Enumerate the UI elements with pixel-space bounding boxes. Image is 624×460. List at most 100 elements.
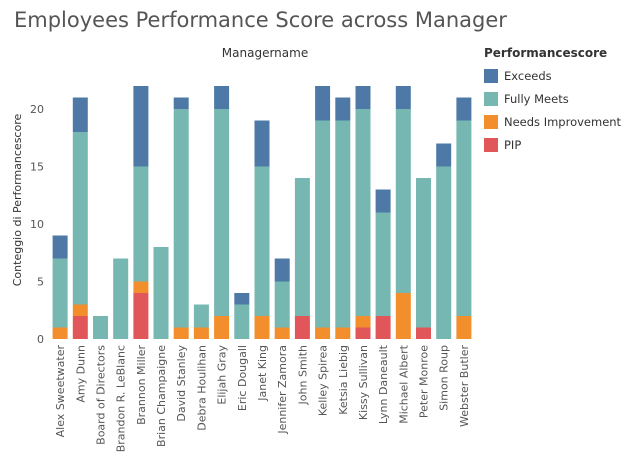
bar-segment[interactable] <box>416 178 431 328</box>
x-tick-label: Debra Houlihan <box>195 345 208 431</box>
x-tick-label: Kelley Spirea <box>317 345 330 416</box>
y-tick-label: 0 <box>37 333 44 346</box>
bars-group <box>52 86 472 340</box>
bar-segment[interactable] <box>456 120 472 317</box>
legend: Performancescore Exceeds Fully Meets Nee… <box>484 46 622 156</box>
column-header: Managername <box>221 46 309 60</box>
bar-segment[interactable] <box>254 166 270 317</box>
bar-segment[interactable] <box>173 109 189 328</box>
x-tick-label: Brian Champaigne <box>155 345 168 447</box>
x-tick-label: Elijah Gray <box>216 345 229 405</box>
legend-label-pip: PIP <box>504 137 522 152</box>
bar-segment[interactable] <box>416 327 431 340</box>
bar-segment[interactable] <box>234 304 250 340</box>
x-tick-label: Kissy Sullivan <box>357 345 370 420</box>
x-tick-label: Peter Monroe <box>418 345 431 418</box>
bar-segment[interactable] <box>335 120 351 328</box>
x-tick-label: Amy Dunn <box>74 345 87 403</box>
bar-segment[interactable] <box>133 86 149 167</box>
bar-segment[interactable] <box>335 327 351 340</box>
bar-segment[interactable] <box>173 327 189 340</box>
bar-segment[interactable] <box>173 97 189 110</box>
legend-label-needs-improvement: Needs Improvement <box>504 114 622 129</box>
bar-segment[interactable] <box>315 120 331 328</box>
y-tick-label: 10 <box>30 218 44 231</box>
bar-segment[interactable] <box>274 258 290 282</box>
bar-segment[interactable] <box>315 86 331 121</box>
bar-segment[interactable] <box>93 316 108 339</box>
bar-segment[interactable] <box>52 258 68 328</box>
bar-segment[interactable] <box>72 316 88 339</box>
x-tick-label: Brannon Miller <box>135 345 148 425</box>
bar-segment[interactable] <box>355 316 371 328</box>
legend-label-exceeds: Exceeds <box>504 68 552 83</box>
x-tick-label: Michael Albert <box>397 344 410 423</box>
bar-segment[interactable] <box>355 327 371 340</box>
bar-segment[interactable] <box>294 316 310 339</box>
x-tick-label: David Stanley <box>175 345 188 422</box>
bar-segment[interactable] <box>133 281 149 294</box>
bar-segment[interactable] <box>375 316 391 339</box>
y-tick-label: 15 <box>30 161 44 174</box>
bar-segment[interactable] <box>72 132 88 305</box>
x-axis-ticks: Alex Sweetwater Amy Dunn Board of Director… <box>54 344 471 452</box>
y-tick-label: 5 <box>37 276 44 289</box>
bar-segment[interactable] <box>214 86 230 109</box>
bar-segment[interactable] <box>214 109 230 316</box>
bar-segment[interactable] <box>254 120 270 167</box>
bar-segment[interactable] <box>153 247 169 339</box>
y-tick-label: 20 <box>30 103 44 116</box>
x-tick-label: Ketsia Liebig <box>337 345 350 415</box>
bar-segment[interactable] <box>375 212 391 317</box>
bar-segment[interactable] <box>395 86 411 109</box>
bar-segment[interactable] <box>335 97 351 121</box>
bar-segment[interactable] <box>72 304 88 317</box>
bar-segment[interactable] <box>52 235 68 259</box>
legend-swatch-pip <box>484 137 498 152</box>
legend-label-fully-meets: Fully Meets <box>504 91 569 106</box>
y-axis-ticks: 0 5 10 15 20 <box>30 103 44 346</box>
x-tick-label: Brandon R. LeBlanc <box>115 345 128 452</box>
legend-title: Performancescore <box>484 46 608 60</box>
bar-segment[interactable] <box>436 166 452 340</box>
bar-segment[interactable] <box>234 293 250 305</box>
legend-swatch-exceeds <box>484 68 498 83</box>
chart-title: Employees Performance Score across Manag… <box>14 8 507 32</box>
x-tick-label: Lynn Daneault <box>377 344 390 424</box>
x-tick-label: Webster Butler <box>458 345 471 427</box>
bar-segment[interactable] <box>355 109 371 316</box>
bar-segment[interactable] <box>395 293 411 339</box>
bar-segment[interactable] <box>133 166 149 282</box>
bar-segment[interactable] <box>133 293 149 339</box>
bar-segment[interactable] <box>52 327 68 340</box>
bar-segment[interactable] <box>456 316 472 339</box>
bar-segment[interactable] <box>72 97 88 133</box>
legend-item-exceeds[interactable]: Exceeds <box>484 64 622 87</box>
x-tick-label: Eric Dougall <box>236 345 249 411</box>
bar-segment[interactable] <box>436 143 452 167</box>
x-tick-label: Janet King <box>256 345 269 402</box>
legend-item-fully-meets[interactable]: Fully Meets <box>484 87 622 110</box>
bar-segment[interactable] <box>395 109 411 293</box>
bar-segment[interactable] <box>113 258 129 340</box>
legend-item-needs-improvement[interactable]: Needs Improvement <box>484 110 622 133</box>
bar-segment[interactable] <box>193 304 209 328</box>
bar-segment[interactable] <box>214 316 230 339</box>
x-tick-label: Simon Roup <box>438 345 451 411</box>
bar-segment[interactable] <box>315 327 331 340</box>
bar-segment[interactable] <box>274 327 290 340</box>
bar-segment[interactable] <box>355 86 371 109</box>
bar-segment[interactable] <box>254 316 270 339</box>
legend-item-pip[interactable]: PIP <box>484 133 622 156</box>
legend-swatch-fully-meets <box>484 91 498 106</box>
legend-swatch-needs-improvement <box>484 114 498 129</box>
bar-segment[interactable] <box>274 281 290 328</box>
bar-segment[interactable] <box>294 178 310 316</box>
x-tick-label: John Smith <box>296 345 309 405</box>
bar-segment[interactable] <box>456 97 472 121</box>
x-tick-label: Board of Directors <box>95 345 108 445</box>
x-tick-label: Jennifer Zamora <box>276 345 289 435</box>
bar-segment[interactable] <box>375 189 391 213</box>
bar-segment[interactable] <box>193 327 209 340</box>
